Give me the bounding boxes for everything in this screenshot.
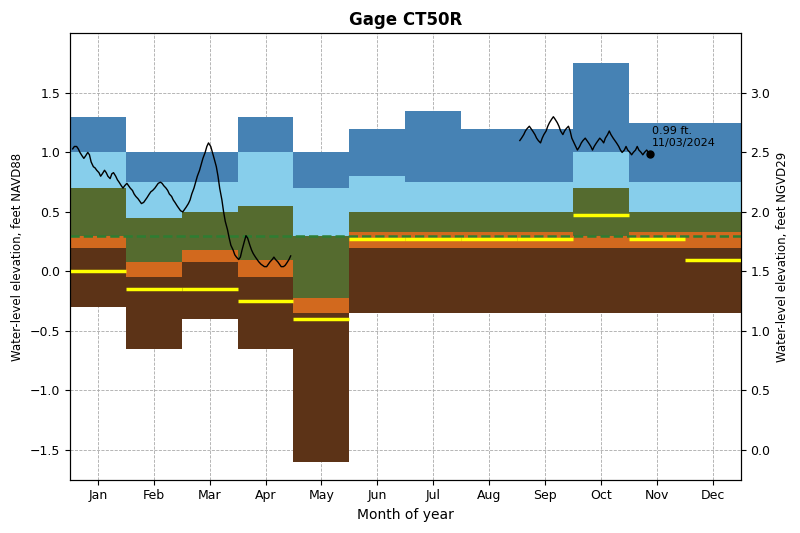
Bar — [70, 152, 126, 188]
Bar — [406, 111, 461, 182]
Bar — [294, 236, 350, 297]
Bar — [182, 152, 238, 182]
Bar — [238, 152, 294, 206]
Bar — [182, 212, 238, 250]
Bar — [685, 182, 741, 212]
Bar — [182, 250, 238, 262]
Bar — [517, 182, 573, 212]
Bar — [461, 128, 517, 182]
Bar — [294, 297, 350, 313]
Bar — [350, 232, 406, 248]
Bar — [406, 232, 461, 248]
Bar — [517, 248, 573, 313]
Bar — [629, 182, 685, 212]
Bar — [294, 188, 350, 236]
Bar — [629, 212, 685, 232]
Bar — [182, 262, 238, 319]
Bar — [517, 212, 573, 232]
Bar — [629, 232, 685, 248]
Bar — [573, 236, 629, 248]
Y-axis label: Water-level elevation, feet NGVD29: Water-level elevation, feet NGVD29 — [776, 151, 789, 362]
Bar — [461, 248, 517, 313]
Bar — [685, 232, 741, 248]
Bar — [573, 248, 629, 313]
Bar — [294, 152, 350, 188]
Y-axis label: Water-level elevation, feet NAVD88: Water-level elevation, feet NAVD88 — [11, 152, 24, 361]
Bar — [350, 128, 406, 176]
Bar — [350, 212, 406, 232]
Bar — [238, 277, 294, 349]
Bar — [406, 248, 461, 313]
Bar — [573, 63, 629, 152]
Bar — [350, 176, 406, 212]
Bar — [461, 212, 517, 232]
Bar — [70, 236, 126, 248]
Bar — [126, 182, 182, 218]
Bar — [629, 123, 685, 182]
Bar — [70, 117, 126, 152]
Title: Gage CT50R: Gage CT50R — [349, 11, 462, 29]
Bar — [182, 182, 238, 212]
Bar — [573, 152, 629, 188]
Bar — [517, 128, 573, 182]
Bar — [294, 313, 350, 462]
Bar — [517, 232, 573, 248]
Bar — [350, 248, 406, 313]
Bar — [126, 277, 182, 349]
Bar — [126, 152, 182, 182]
Bar — [685, 123, 741, 182]
Bar — [629, 248, 685, 313]
Bar — [461, 232, 517, 248]
Bar — [70, 188, 126, 236]
Bar — [685, 248, 741, 313]
Bar — [406, 212, 461, 232]
Bar — [126, 262, 182, 277]
Bar — [238, 117, 294, 152]
Bar — [573, 188, 629, 236]
Bar — [461, 182, 517, 212]
Bar — [685, 212, 741, 232]
Bar — [406, 182, 461, 212]
X-axis label: Month of year: Month of year — [357, 508, 454, 522]
Text: 0.99 ft.
11/03/2024: 0.99 ft. 11/03/2024 — [652, 126, 716, 148]
Bar — [238, 206, 294, 260]
Bar — [238, 260, 294, 277]
Bar — [70, 248, 126, 307]
Bar — [126, 218, 182, 262]
